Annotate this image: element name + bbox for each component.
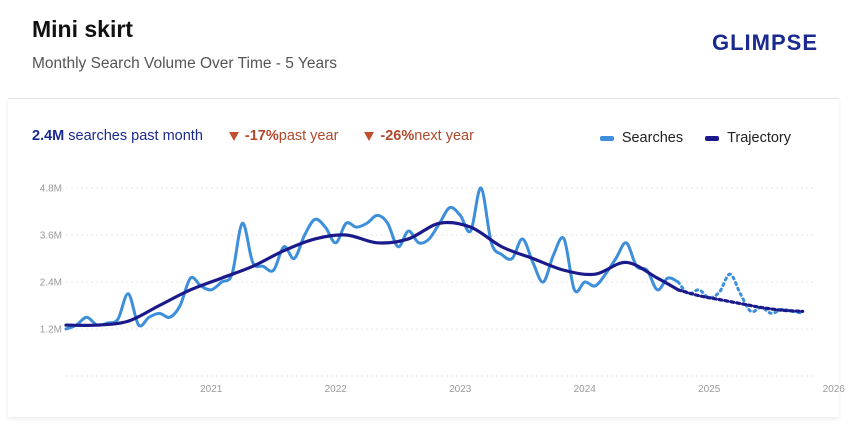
past-year-stat: -17% past year	[228, 128, 339, 144]
past-year-label: past year	[278, 128, 339, 144]
legend-item-searches[interactable]: Searches	[599, 130, 684, 146]
legend-label-trajectory: Trajectory	[727, 130, 791, 146]
y-tick-label: 3.6M	[40, 231, 62, 242]
page-subtitle: Monthly Search Volume Over Time - 5 Year…	[32, 55, 337, 72]
chart-card	[8, 98, 839, 417]
legend-label-searches: Searches	[621, 130, 684, 146]
searches-swatch	[599, 135, 614, 141]
x-tick-label: 2023	[449, 384, 472, 395]
search-volume-value: 2.4M	[32, 128, 65, 144]
search-volume-label: searches past month	[68, 128, 203, 144]
search-volume-stat: 2.4M searches past month	[32, 128, 203, 144]
trajectory-swatch	[705, 135, 720, 141]
y-tick-label: 2.4M	[40, 278, 62, 289]
next-year-value: -26%	[380, 128, 415, 144]
next-year-stat: -26% next year	[364, 128, 474, 144]
past-year-value: -17%	[244, 128, 279, 144]
glimpse-logo[interactable]: GLIMPSE	[711, 30, 818, 55]
x-tick-label: 2022	[325, 384, 348, 395]
chart-legend: Searches Trajectory	[599, 130, 791, 146]
trajectory-forecast-line[interactable]	[676, 288, 805, 313]
y-tick-label: 4.8M	[40, 184, 62, 195]
stats-row: 2.4M searches past month -17% past year …	[32, 128, 474, 144]
legend-item-trajectory[interactable]: Trajectory	[705, 130, 791, 146]
x-tick-label: 2026	[823, 384, 846, 395]
triangle-down-icon	[228, 131, 239, 141]
next-year-label: next year	[414, 128, 474, 144]
searches-line[interactable]	[64, 186, 680, 331]
trajectory-line[interactable]	[64, 220, 680, 327]
x-tick-label: 2024	[574, 384, 597, 395]
y-tick-label: 1.2M	[40, 325, 62, 336]
x-tick-label: 2025	[698, 384, 721, 395]
x-tick-label: 2021	[200, 384, 223, 395]
page-title: Mini skirt	[32, 16, 133, 42]
header: Mini skirt Monthly Search Volume Over Ti…	[32, 16, 337, 73]
triangle-down-icon	[364, 131, 375, 141]
